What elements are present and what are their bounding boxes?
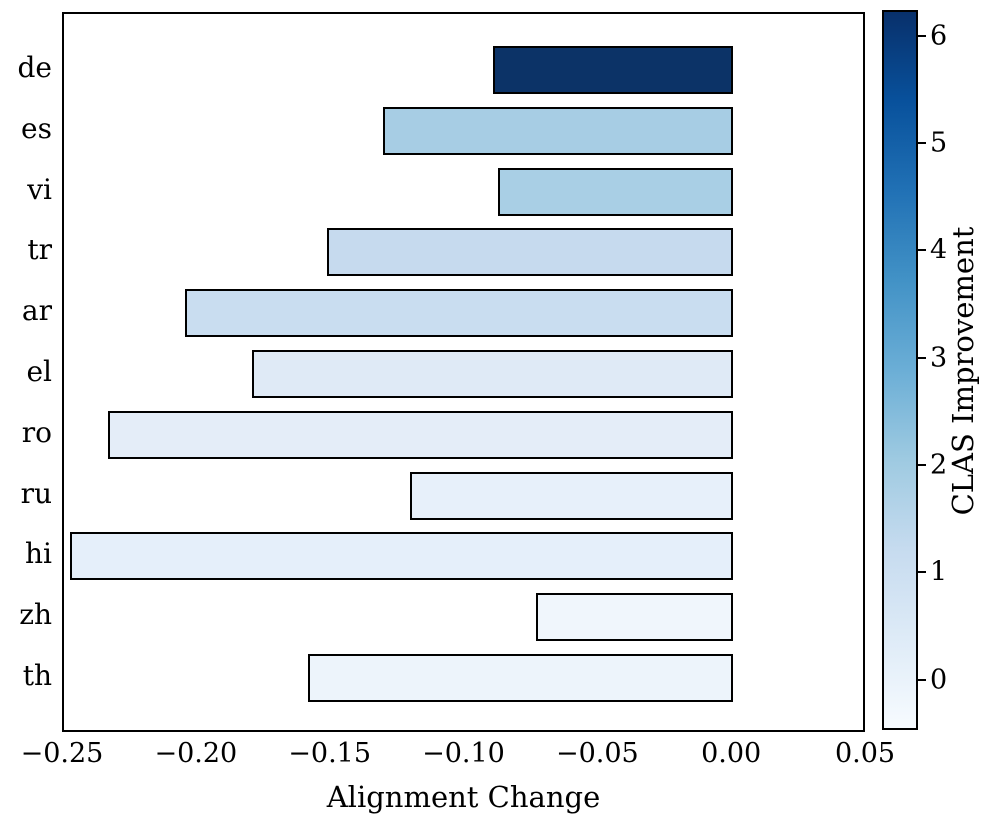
- colorbar-tick-label-2: 2: [930, 449, 948, 481]
- ytick-label-th: th: [22, 659, 52, 692]
- xtick-label-−0.25: −0.25: [20, 738, 104, 769]
- xtick-label-−0.15: −0.15: [288, 738, 372, 769]
- colorbar-tick-label-3: 3: [930, 342, 948, 374]
- ytick-label-tr: tr: [27, 233, 52, 267]
- colorbar-tick-label-1: 1: [930, 556, 948, 588]
- plot-area: [62, 12, 865, 732]
- colorbar-label: CLAS Improvement: [946, 226, 980, 516]
- colorbar-tick-label-0: 0: [930, 664, 948, 696]
- ytick-label-hi: hi: [25, 537, 52, 571]
- bar-tr: [326, 228, 734, 277]
- ytick-label-es: es: [21, 111, 52, 145]
- bar-de: [492, 46, 734, 94]
- xtick-label-0.00: 0.00: [701, 738, 762, 769]
- xtick-label-0.05: 0.05: [834, 738, 896, 769]
- ytick-label-ar: ar: [21, 294, 52, 328]
- colorbar-tick-mark-0: [918, 678, 926, 681]
- ytick-label-zh: zh: [19, 598, 52, 632]
- colorbar-tick-mark-3: [918, 356, 926, 359]
- xtick-label-−0.20: −0.20: [154, 738, 238, 769]
- colorbar-tick-mark-1: [918, 571, 926, 574]
- bar-zh: [535, 593, 734, 642]
- bar-hi: [70, 532, 734, 581]
- bar-el: [252, 350, 734, 398]
- colorbar-tick-label-5: 5: [930, 127, 948, 159]
- colorbar-tick-mark-6: [918, 34, 926, 37]
- colorbar-tick-mark-5: [918, 142, 926, 145]
- ytick-label-ro: ro: [21, 415, 52, 449]
- ytick-label-el: el: [26, 355, 52, 388]
- colorbar-tick-label-4: 4: [930, 234, 948, 266]
- xtick-label-−0.05: −0.05: [555, 738, 639, 769]
- ytick-label-de: de: [17, 51, 53, 84]
- bar-ro: [107, 410, 734, 459]
- bar-es: [383, 106, 734, 155]
- ytick-label-ru: ru: [20, 476, 52, 510]
- xtick-label-−0.10: −0.10: [422, 738, 505, 769]
- bar-th: [308, 654, 734, 702]
- ytick-label-vi: vi: [27, 172, 52, 206]
- colorbar-tick-mark-2: [918, 463, 926, 466]
- colorbar-tick-mark-4: [918, 249, 926, 252]
- bar-ru: [409, 471, 734, 520]
- colorbar-gradient: [882, 10, 918, 730]
- x-axis-label: Alignment Change: [326, 780, 601, 814]
- bar-vi: [498, 167, 734, 216]
- bar-ar: [185, 289, 734, 338]
- colorbar-tick-label-6: 6: [930, 20, 948, 52]
